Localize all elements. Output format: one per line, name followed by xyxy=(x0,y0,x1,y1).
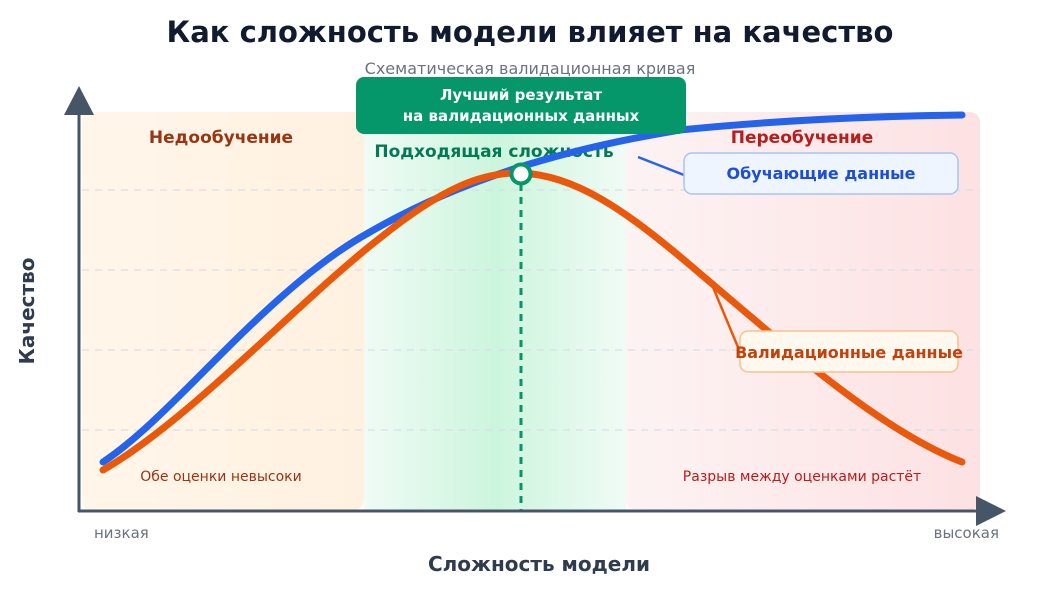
underfit-zone xyxy=(82,112,364,510)
callout-line-2: на валидационных данных xyxy=(403,107,640,125)
diagram-title: Как сложность модели влияет на качество xyxy=(167,15,894,49)
train-label-connector xyxy=(637,155,685,177)
x-axis-low-label: низкая xyxy=(94,524,149,542)
validation-label: Валидационные данные xyxy=(735,343,963,362)
overfit-label: Переобучение xyxy=(731,128,873,148)
train-label-box xyxy=(683,152,959,195)
best-result-callout: Лучший результат на валидационных данных xyxy=(356,77,686,134)
overfit-zone xyxy=(626,112,980,510)
x-axis-arrow xyxy=(976,496,1006,526)
train-label: Обучающие данные xyxy=(726,164,915,183)
y-axis-arrow xyxy=(64,86,94,115)
y-axis-title: Качество xyxy=(15,258,39,365)
validation-label-box xyxy=(739,330,959,373)
underfit-label: Недообучение xyxy=(149,128,293,148)
validation-label-connector xyxy=(708,279,742,353)
callout-line-1: Лучший результат xyxy=(440,86,602,104)
axes xyxy=(64,86,1006,526)
grid-lines xyxy=(82,189,980,431)
underfit-note: Обе оценки невысоки xyxy=(140,469,301,485)
x-axis-title: Сложность модели xyxy=(428,552,650,576)
overfit-note: Разрыв между оценками растёт xyxy=(683,469,921,485)
x-axis-high-label: высокая xyxy=(934,524,999,542)
diagram-subtitle: Схематическая валидационная кривая xyxy=(365,59,696,78)
optimum-marker xyxy=(509,162,533,186)
